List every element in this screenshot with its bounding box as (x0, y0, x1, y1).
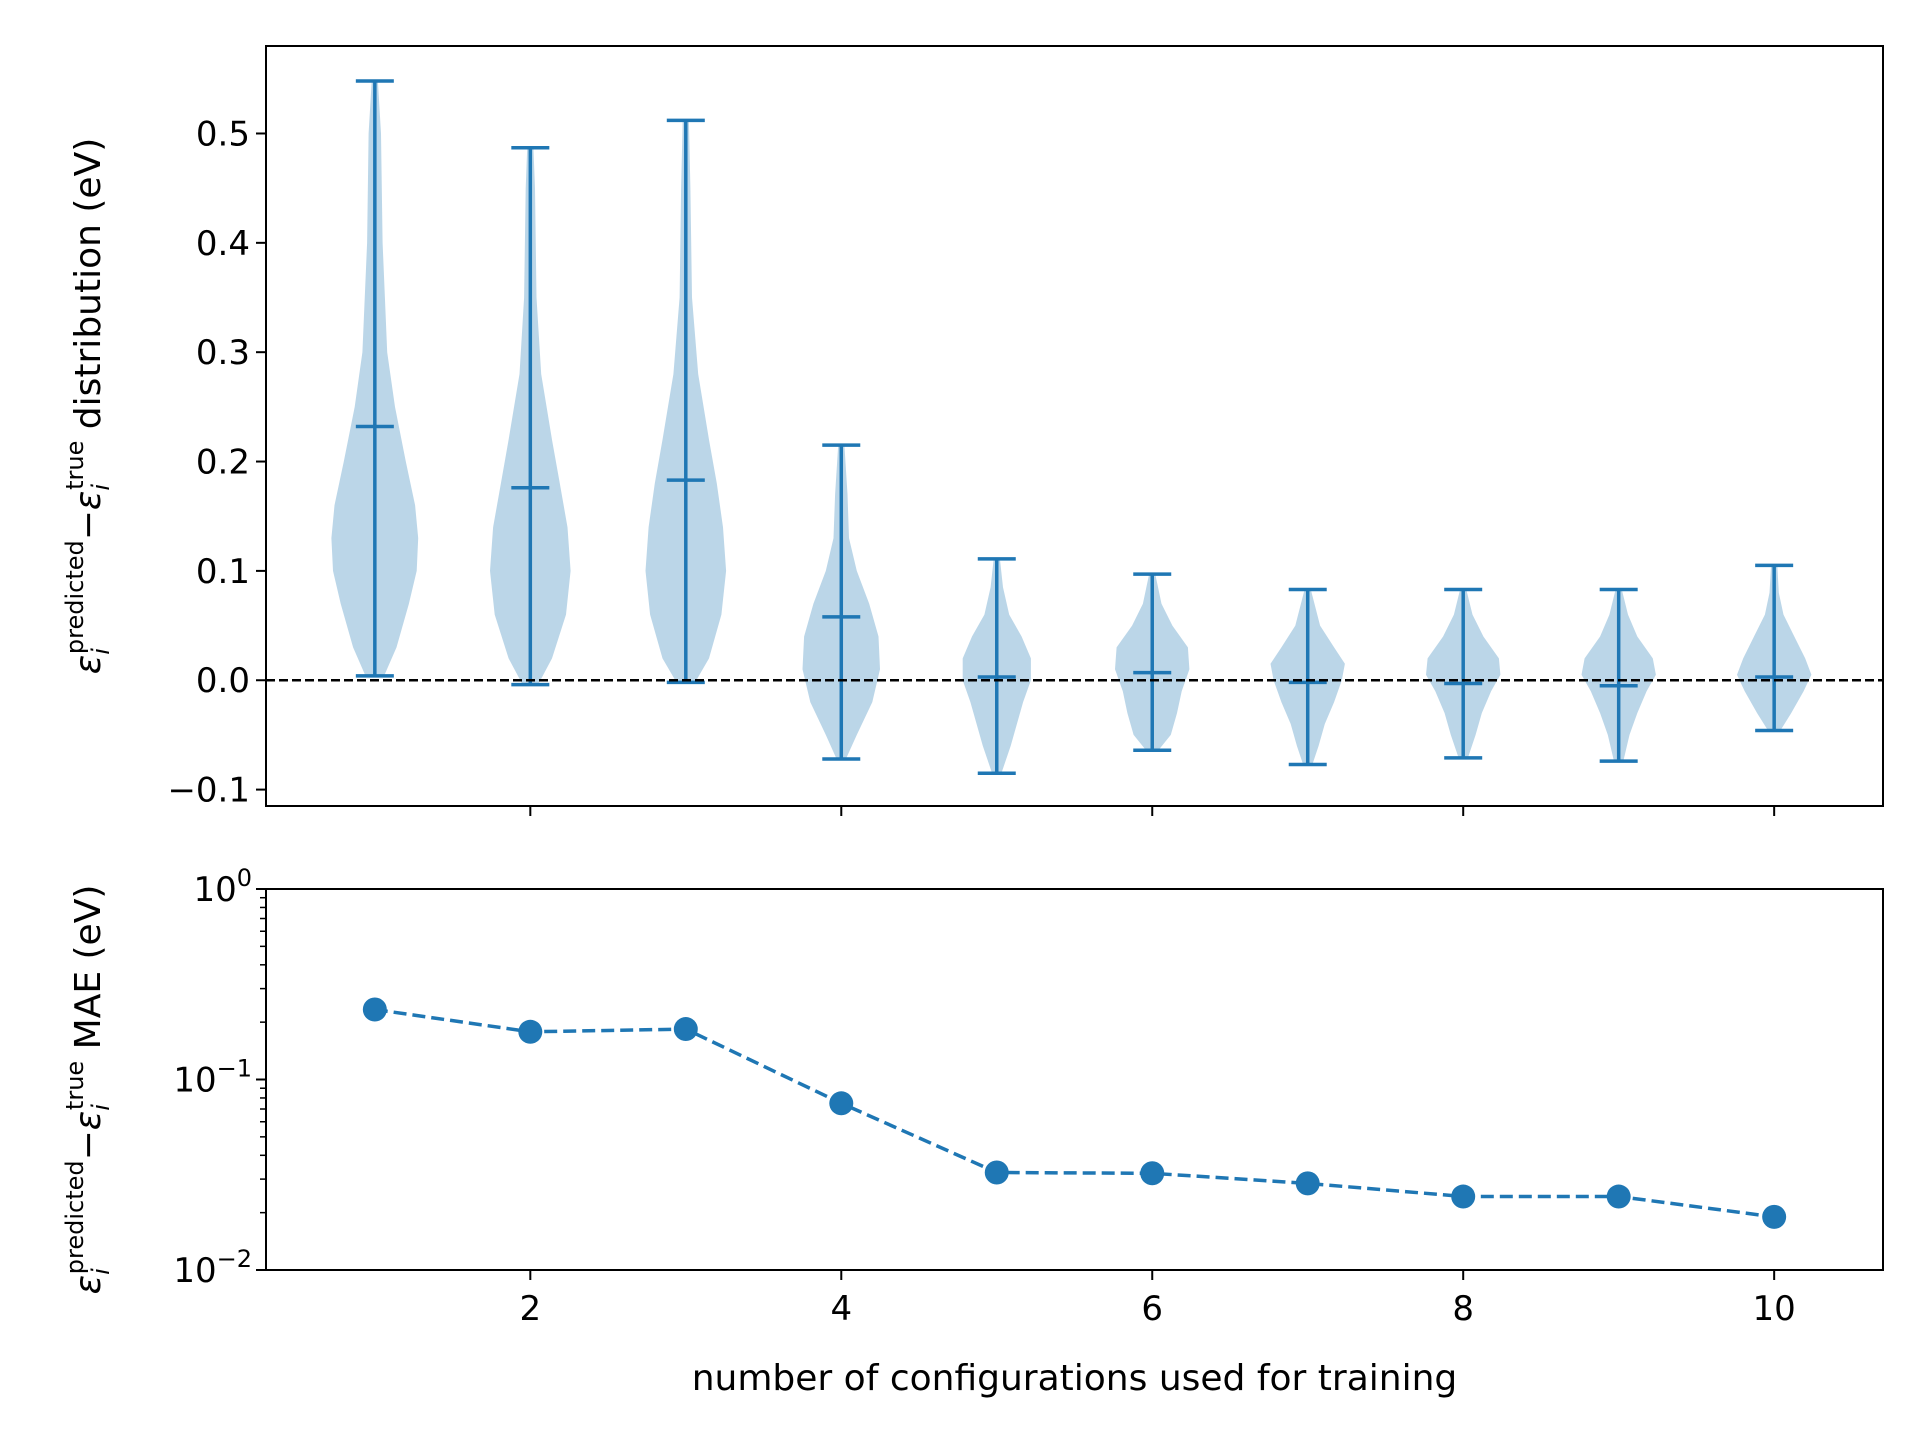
top-ytick-label: 0.2 (196, 443, 250, 483)
subscript-i-2: i (87, 484, 115, 491)
top-y-axis-label: εipredicted−εitrue distribution (eV) (61, 138, 115, 674)
top-ytick-label: 0.0 (196, 661, 250, 701)
top-x-axis-ticks (529, 806, 1776, 816)
top-y-axis-ticks: −0.1 0.0 0.1 0.2 0.3 0.4 0.5 (167, 114, 266, 811)
mae-point (1606, 1184, 1631, 1209)
minus-sign: − (68, 510, 109, 540)
mae-series-line (374, 1007, 1775, 1219)
bottom-xtick-label: 2 (519, 1289, 541, 1329)
violin-layer (331, 79, 1812, 775)
mae-point (829, 1091, 854, 1116)
superscript-true: true (61, 441, 89, 490)
top-ytick-label: 0.3 (196, 333, 250, 373)
label-tail: MAE (eV) (68, 885, 109, 1061)
bottom-x-axis-label: number of configurations used for traini… (692, 1358, 1458, 1399)
bottom-ytick-label: 10−1 (173, 1055, 252, 1101)
bottom-axes-frame (265, 888, 1884, 1271)
minus-sign: − (68, 1130, 109, 1160)
top-ytick-label: 0.4 (196, 224, 250, 264)
mae-point (1762, 1204, 1787, 1229)
mae-point (362, 997, 387, 1022)
bottom-ytick-label: 10−2 (173, 1245, 252, 1291)
superscript-predicted: predicted (61, 540, 89, 654)
mae-point (1451, 1184, 1476, 1209)
top-ytick-label: 0.5 (196, 114, 250, 154)
epsilon-symbol: ε (68, 1275, 109, 1294)
epsilon-symbol-2: ε (68, 491, 109, 510)
mae-series-points (362, 997, 1787, 1229)
mae-point (673, 1017, 698, 1042)
subscript-i: i (87, 1268, 115, 1275)
bottom-y-axis-label: εipredicted−εitrue MAE (eV) (61, 885, 115, 1295)
violin-panel: −0.10.00.10.20.30.40.5 εipredicted−εitru… (61, 45, 1884, 816)
top-axes-frame (265, 45, 1884, 807)
bottom-x-axis-ticks: 2 4 6 8 10 (519, 1270, 1796, 1329)
subscript-i: i (87, 648, 115, 655)
superscript-true: true (61, 1061, 89, 1110)
label-tail: distribution (eV) (68, 138, 109, 441)
superscript-predicted: predicted (61, 1160, 89, 1274)
mae-point (518, 1019, 543, 1044)
subscript-i-2: i (87, 1104, 115, 1111)
mae-point (1295, 1171, 1320, 1196)
mae-point (1140, 1161, 1165, 1186)
bottom-xtick-label: 8 (1452, 1289, 1474, 1329)
top-ytick-label: 0.1 (196, 552, 250, 592)
bottom-y-axis-ticks: 10−2 10−1 100 (173, 864, 266, 1291)
bottom-ytick-label: 100 (193, 864, 252, 910)
mae-point (984, 1160, 1009, 1185)
epsilon-symbol: ε (68, 655, 109, 674)
bottom-xtick-label: 10 (1753, 1289, 1796, 1329)
top-ytick-label: −0.1 (167, 771, 250, 811)
epsilon-symbol-2: ε (68, 1111, 109, 1130)
bottom-xtick-label: 6 (1141, 1289, 1163, 1329)
bottom-xtick-label: 4 (830, 1289, 852, 1329)
